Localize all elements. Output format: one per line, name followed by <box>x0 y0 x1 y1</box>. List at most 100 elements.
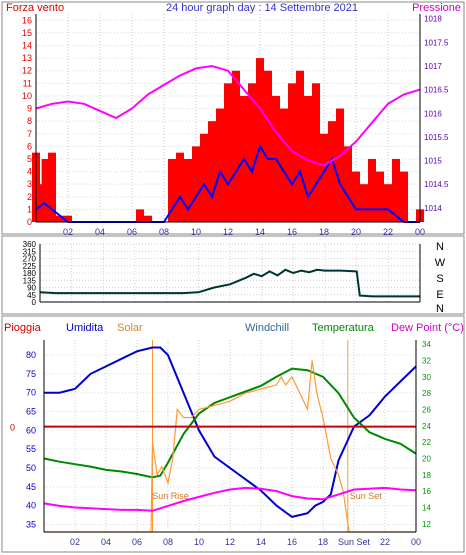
wind-bar <box>248 83 256 222</box>
mid-left-tick-label: 315 <box>23 247 37 256</box>
top-x-tick-label: 04 <box>95 227 105 237</box>
bot-left-tick-label: 75 <box>26 369 36 379</box>
bot-right-tick-label: 18 <box>422 471 431 480</box>
top-left-tick-label: 0 <box>27 217 32 227</box>
bot-x-tick-label: 06 <box>132 537 142 547</box>
top-x-tick-label: 22 <box>383 227 393 237</box>
wind-direction-line <box>39 268 420 298</box>
top-chart-title: 24 hour graph day : 14 Settembre 2021 <box>166 2 358 14</box>
top-left-tick-label: 9 <box>27 104 32 114</box>
wind-bar <box>336 108 344 222</box>
top-left-tick-label: 1 <box>27 204 32 214</box>
top-right-tick-label: 1017.5 <box>424 38 449 47</box>
mid-left-tick-label: 45 <box>27 291 36 300</box>
wind-bar <box>360 184 368 222</box>
wind-bar <box>48 152 56 222</box>
wind-bar <box>320 133 328 222</box>
sun-marker-label: Sun Rise <box>152 491 189 501</box>
top-right-tick-label: 1015 <box>424 157 442 166</box>
top-left-tick-label: 11 <box>23 78 32 88</box>
wind-bar <box>56 215 64 222</box>
wind-bar <box>280 108 288 222</box>
bot-x-tick-label: 18 <box>318 537 328 547</box>
sun-marker-label: Sun Set <box>350 491 383 501</box>
top-x-tick-label: 06 <box>127 227 137 237</box>
top-left-tick-label: 5 <box>27 154 32 164</box>
top-x-tick-label: 18 <box>319 227 329 237</box>
top-left-tick-label: 12 <box>22 66 32 76</box>
bot-right-tick-label: 30 <box>422 373 431 382</box>
wind-bar <box>144 215 152 222</box>
bot-right-tick-label: 12 <box>422 520 431 529</box>
legend-windchill: Windchill <box>245 322 289 334</box>
top-x-tick-label: 20 <box>351 227 361 237</box>
wind-bar <box>36 184 45 222</box>
top-x-tick-label: 00 <box>415 227 425 237</box>
rain-zero-label: 0 <box>10 423 15 433</box>
top-right-tick-label: 1014 <box>424 204 442 213</box>
bot-x-tick-label: 22 <box>380 537 390 547</box>
top-right-tick-label: 1016 <box>424 109 442 118</box>
solar-line <box>44 360 416 533</box>
top-left-tick-label: 8 <box>27 116 32 126</box>
wind-bar <box>400 171 408 222</box>
wind-bar <box>328 121 336 222</box>
middle-panel-frame <box>1 235 465 315</box>
legend-umidita: Umidita <box>66 322 104 334</box>
wind-bar <box>296 70 304 223</box>
top-left-tick-label: 13 <box>22 53 32 63</box>
bot-x-tick-label: 14 <box>256 537 266 547</box>
bot-x-tick-label: Sun Set <box>338 537 371 547</box>
bot-right-tick-label: 34 <box>422 340 431 349</box>
wind-bar <box>352 171 360 222</box>
wind-bar <box>232 70 240 223</box>
wind-pressure-chart: 01234567891011121314151610141014.5101510… <box>22 14 449 237</box>
top-left-tick-label: 2 <box>27 192 32 202</box>
wind-bar <box>376 171 384 222</box>
bot-x-tick-label: 04 <box>101 537 111 547</box>
top-left-tick-label: 6 <box>27 141 32 151</box>
mid-left-tick-label: 225 <box>23 262 37 271</box>
legend-dew-point: Dew Point (°C) <box>391 322 464 334</box>
compass-label: S <box>436 273 443 285</box>
top-left-tick-label: 15 <box>22 28 32 38</box>
bot-left-tick-label: 50 <box>26 463 36 473</box>
wind-bar <box>344 146 352 222</box>
wind-bar <box>64 215 72 222</box>
top-left-tick-label: 14 <box>22 41 32 51</box>
mid-left-tick-label: 135 <box>23 276 37 285</box>
bot-left-tick-label: 40 <box>26 501 36 511</box>
wind-bar <box>224 83 232 222</box>
wind-bar <box>216 108 224 222</box>
wind-bar <box>176 152 184 222</box>
top-right-tick-label: 1017 <box>424 62 442 71</box>
bot-left-tick-label: 65 <box>26 407 36 417</box>
top-right-axis-label: Pressione <box>412 2 461 14</box>
bot-x-tick-label: 08 <box>163 537 173 547</box>
bot-right-tick-label: 24 <box>422 422 431 431</box>
wind-bar <box>288 83 296 222</box>
wind-bar <box>384 184 392 222</box>
mid-left-tick-label: 360 <box>23 240 37 249</box>
bot-x-tick-label: 10 <box>194 537 204 547</box>
bottom-panel-frame <box>1 315 465 553</box>
wind-bar <box>41 158 50 222</box>
top-x-tick-label: 14 <box>255 227 265 237</box>
top-left-tick-label: 10 <box>22 91 32 101</box>
top-x-tick-label: 12 <box>223 227 233 237</box>
compass-label: N <box>436 303 444 315</box>
dew-point-line <box>43 486 417 512</box>
compass-label: N <box>436 241 444 253</box>
bot-x-tick-label: 16 <box>287 537 297 547</box>
top-left-tick-label: 16 <box>22 15 32 25</box>
top-x-tick-label: 02 <box>63 227 73 237</box>
bot-left-tick-label: 60 <box>26 425 36 435</box>
wind-bar <box>136 209 144 222</box>
top-panel-frame <box>1 1 465 235</box>
bot-left-tick-label: 55 <box>26 444 36 454</box>
top-x-tick-label: 16 <box>287 227 297 237</box>
bot-right-tick-label: 16 <box>422 487 431 496</box>
bot-left-tick-label: 45 <box>26 482 36 492</box>
